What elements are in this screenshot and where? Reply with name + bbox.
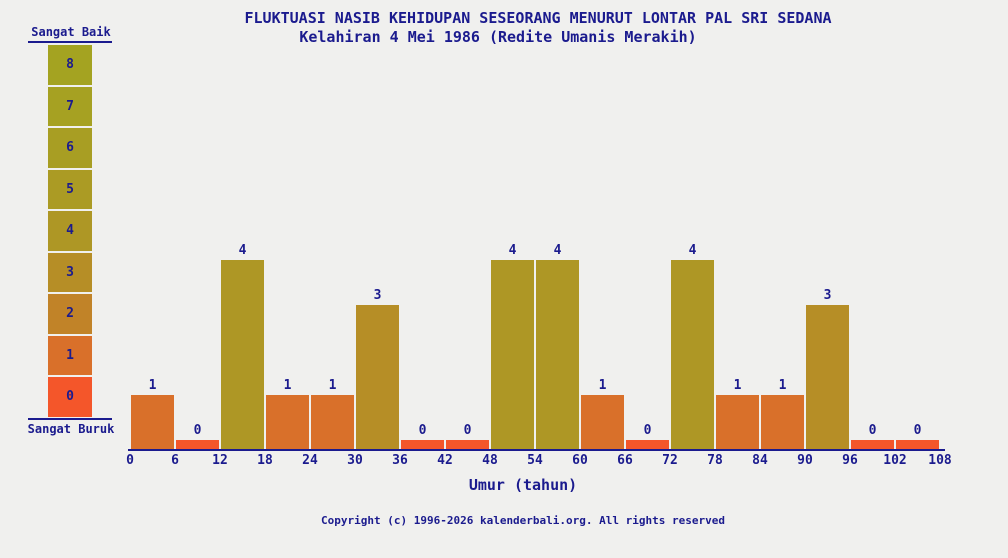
bar-6-12 [176, 440, 219, 449]
bar-value-label-60-66: 1 [598, 378, 607, 393]
scale-label-sangat-buruk: Sangat Buruk [27, 422, 115, 436]
bar-value-label-84-90: 1 [778, 378, 787, 393]
bar-value-label-36-42: 0 [418, 423, 427, 438]
scale-top-line [28, 41, 112, 43]
bar-value-label-102-108: 0 [913, 423, 922, 438]
x-axis-title: Umur (tahun) [468, 476, 578, 494]
scale-cell-5: 5 [48, 169, 92, 209]
bar-48-54 [491, 260, 534, 449]
bar-value-label-48-54: 4 [508, 243, 517, 258]
x-tick-label-90: 90 [797, 453, 813, 468]
x-tick-label-24: 24 [302, 453, 318, 468]
bar-24-30 [311, 395, 354, 449]
bar-value-label-24-30: 1 [328, 378, 337, 393]
bar-90-96 [806, 305, 849, 449]
x-axis-line [128, 449, 945, 451]
bar-78-84 [716, 395, 759, 449]
x-tick-label-108: 108 [928, 453, 952, 468]
bar-value-label-18-24: 1 [283, 378, 292, 393]
bar-value-label-54-60: 4 [553, 243, 562, 258]
bar-0-6 [131, 395, 174, 449]
bar-value-label-0-6: 1 [148, 378, 157, 393]
bar-value-label-12-18: 4 [238, 243, 247, 258]
copyright-text: Copyright (c) 1996-2026 kalenderbali.org… [321, 514, 725, 527]
bar-42-48 [446, 440, 489, 449]
bar-value-label-90-96: 3 [823, 288, 832, 303]
bar-60-66 [581, 395, 624, 449]
bar-value-label-6-12: 0 [193, 423, 202, 438]
scale-bottom-line [28, 418, 112, 420]
x-tick-label-30: 30 [347, 453, 363, 468]
scale-cell-1: 1 [48, 335, 92, 375]
bar-102-108 [896, 440, 939, 449]
scale-cell-8: 8 [48, 45, 92, 85]
x-tick-label-96: 96 [842, 453, 858, 468]
scale-cell-0: 0 [48, 377, 92, 417]
bar-12-18 [221, 260, 264, 449]
bar-96-102 [851, 440, 894, 449]
x-tick-label-36: 36 [392, 453, 408, 468]
bar-value-label-96-102: 0 [868, 423, 877, 438]
scale-cell-6: 6 [48, 128, 92, 168]
bar-value-label-72-78: 4 [688, 243, 697, 258]
scale-cell-4: 4 [48, 211, 92, 251]
scale-cell-3: 3 [48, 252, 92, 292]
x-tick-label-66: 66 [617, 453, 633, 468]
x-tick-label-48: 48 [482, 453, 498, 468]
scale-label-sangat-baik: Sangat Baik [31, 25, 111, 39]
bar-value-label-78-84: 1 [733, 378, 742, 393]
bar-value-label-30-36: 3 [373, 288, 382, 303]
bar-66-72 [626, 440, 669, 449]
x-tick-label-60: 60 [572, 453, 588, 468]
x-tick-label-42: 42 [437, 453, 453, 468]
chart-title: FLUKTUASI NASIB KEHIDUPAN SESEORANG MENU… [244, 9, 832, 27]
x-tick-label-0: 0 [126, 453, 134, 468]
bar-36-42 [401, 440, 444, 449]
bar-84-90 [761, 395, 804, 449]
x-tick-label-102: 102 [883, 453, 907, 468]
x-tick-label-84: 84 [752, 453, 768, 468]
x-tick-label-54: 54 [527, 453, 543, 468]
x-tick-label-12: 12 [212, 453, 228, 468]
x-tick-label-78: 78 [707, 453, 723, 468]
scale-cell-2: 2 [48, 294, 92, 334]
x-tick-label-18: 18 [257, 453, 273, 468]
scale-cell-7: 7 [48, 86, 92, 126]
x-tick-label-6: 6 [171, 453, 179, 468]
bar-18-24 [266, 395, 309, 449]
bar-30-36 [356, 305, 399, 449]
bar-54-60 [536, 260, 579, 449]
chart-subtitle: Kelahiran 4 Mei 1986 (Redite Umanis Mera… [299, 28, 697, 46]
bar-72-78 [671, 260, 714, 449]
x-tick-label-72: 72 [662, 453, 678, 468]
bar-value-label-66-72: 0 [643, 423, 652, 438]
bar-value-label-42-48: 0 [463, 423, 472, 438]
